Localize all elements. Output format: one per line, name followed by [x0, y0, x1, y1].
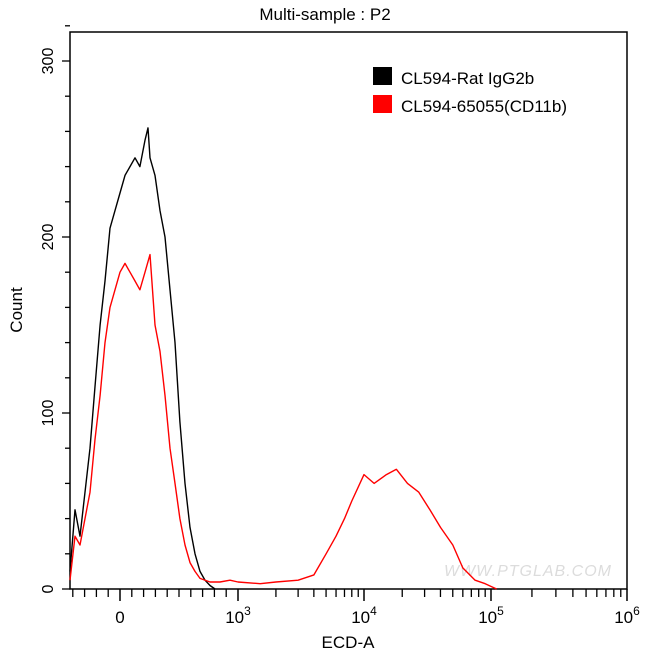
series-line-isotype-control: [69, 127, 216, 590]
y-tick-label: 200: [40, 224, 57, 251]
watermark: WWW.PTGLAB.COM: [444, 563, 612, 580]
chart-title: Multi-sample : P2: [259, 5, 390, 24]
x-tick-base: 10: [225, 608, 244, 627]
x-tick-exponent: 4: [370, 604, 377, 618]
x-tick-exponent: 5: [497, 604, 504, 618]
x-tick-label: 105: [478, 604, 504, 627]
x-tick-label: 104: [351, 604, 377, 627]
x-tick-exponent: 6: [633, 604, 640, 618]
x-tick-label: 103: [225, 604, 251, 627]
x-tick-base: 10: [614, 608, 633, 627]
x-tick-label: 106: [614, 604, 640, 627]
legend: CL594-Rat IgG2b CL594-65055(CD11b): [373, 67, 567, 116]
x-tick-exponent: 3: [244, 604, 251, 618]
legend-label-1: CL594-Rat IgG2b: [401, 69, 534, 88]
legend-swatch-black: [373, 67, 392, 85]
x-tick-label: 0: [115, 608, 124, 627]
x-tick-base: 0: [115, 608, 124, 627]
y-axis-label: Count: [7, 287, 26, 333]
legend-label-2: CL594-65055(CD11b): [401, 97, 567, 116]
y-tick-label: 100: [40, 400, 57, 427]
x-tick-base: 10: [351, 608, 370, 627]
y-tick-label: 0: [40, 584, 57, 593]
x-axis-label: ECD-A: [322, 633, 376, 652]
series-line-cd11b: [69, 253, 497, 590]
y-tick-label: 300: [40, 48, 57, 75]
plot-frame: [69, 31, 628, 590]
series-layer: [69, 127, 497, 590]
x-tick-base: 10: [478, 608, 497, 627]
legend-swatch-red: [373, 95, 392, 113]
